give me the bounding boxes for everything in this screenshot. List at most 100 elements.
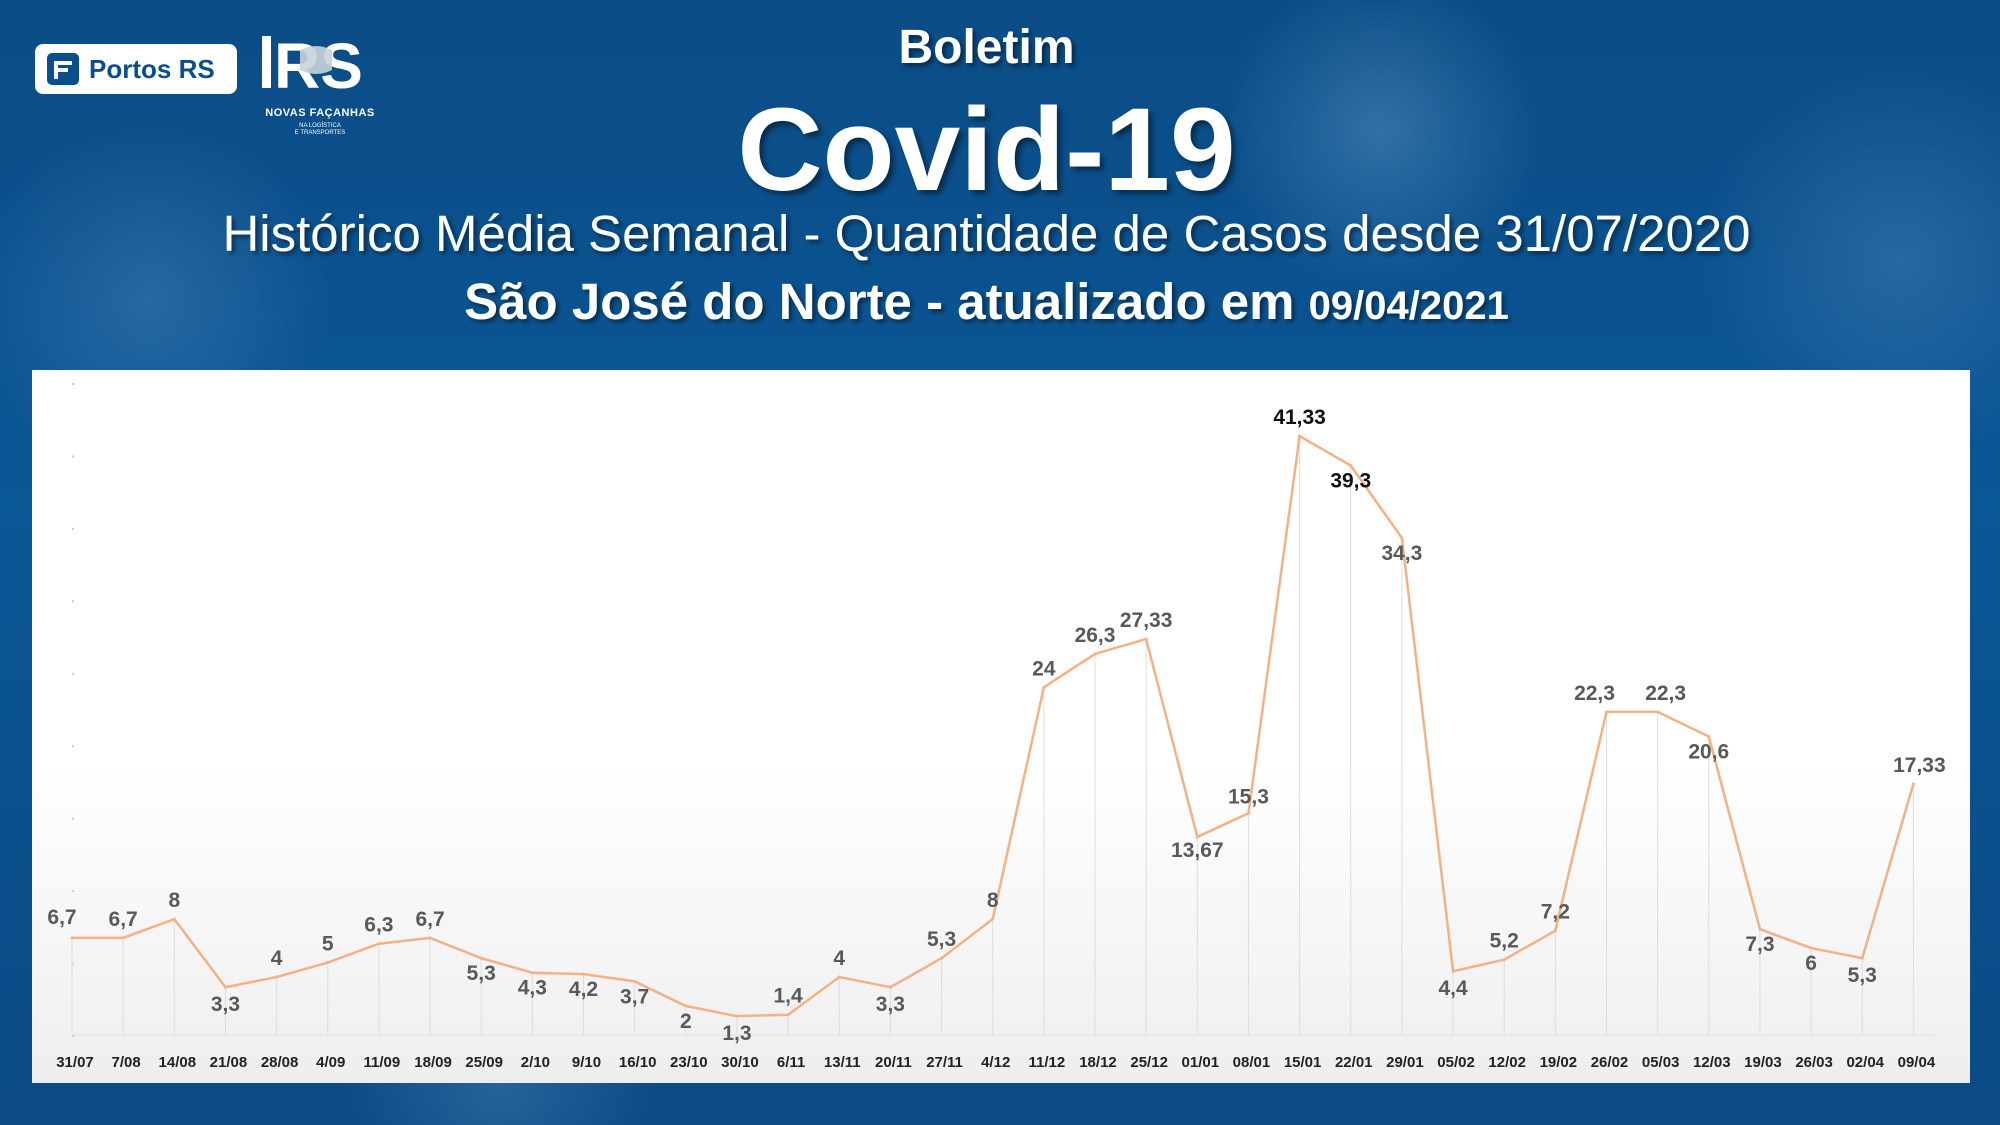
x-tick-label: 15/01 xyxy=(1284,1054,1322,1071)
data-point xyxy=(326,961,330,965)
data-label: 2 xyxy=(680,1010,692,1033)
data-label: 20,6 xyxy=(1688,741,1729,764)
data-label: 4 xyxy=(271,947,283,970)
x-tick-label: 26/02 xyxy=(1591,1054,1629,1071)
x-tick-label: 21/08 xyxy=(210,1054,248,1071)
data-point xyxy=(633,979,637,983)
data-point xyxy=(991,917,995,921)
data-label: 6,7 xyxy=(109,908,138,931)
data-label: 7,3 xyxy=(1745,933,1774,956)
data-point xyxy=(1758,927,1762,931)
x-tick-label: 14/08 xyxy=(159,1054,197,1071)
x-tick-label: 09/04 xyxy=(1898,1054,1936,1071)
x-tick-label: 7/08 xyxy=(112,1054,141,1071)
data-point xyxy=(940,956,944,960)
x-tick-label: 02/04 xyxy=(1846,1054,1884,1071)
rs-logo-mark: RS xyxy=(262,30,363,102)
x-tick-label: 08/01 xyxy=(1233,1054,1271,1071)
data-point xyxy=(1502,958,1506,962)
x-tick-label: 4/09 xyxy=(316,1054,345,1071)
data-point xyxy=(888,985,892,989)
x-tick-label: 16/10 xyxy=(619,1054,657,1071)
data-label: 5,3 xyxy=(467,962,496,985)
portos-rs-logo-text: Portos RS xyxy=(89,53,215,84)
data-label: 4 xyxy=(833,947,845,970)
x-tick-label: 26/03 xyxy=(1795,1054,1833,1071)
data-label: 8 xyxy=(987,889,999,912)
data-point xyxy=(1042,685,1046,689)
line-chart: 6,7 6,7 8 3,3 4 5 6,3 6,7 5,3 4,3 4,2 3,7 2 1,3 1,4 4 3,… xyxy=(47,383,1946,1071)
data-label: 4,4 xyxy=(1438,977,1468,1000)
data-point xyxy=(735,1014,739,1018)
x-tick-label: 6/11 xyxy=(777,1054,805,1071)
data-label: 6,7 xyxy=(415,908,444,931)
data-label: 5,3 xyxy=(1848,964,1877,987)
x-tick-label: 25/12 xyxy=(1130,1054,1168,1071)
x-tick-label: 18/09 xyxy=(414,1054,452,1071)
x-tick-label: 12/02 xyxy=(1488,1054,1526,1071)
data-point xyxy=(582,972,585,976)
x-tick-label: 11/12 xyxy=(1028,1054,1065,1071)
data-point xyxy=(1093,652,1097,656)
x-tick-label: 19/02 xyxy=(1540,1054,1578,1071)
data-point xyxy=(1195,835,1199,839)
updated-date: 09/04/2021 xyxy=(1308,284,1509,328)
data-point xyxy=(1144,637,1148,641)
data-point xyxy=(275,975,279,979)
data-point xyxy=(479,956,483,960)
x-tick-label: 2/10 xyxy=(521,1054,550,1071)
x-tick-label: 4/12 xyxy=(981,1054,1010,1071)
data-point xyxy=(428,936,432,940)
data-point xyxy=(1349,464,1353,468)
rs-logo-sub1: NA LOGÍSTICA xyxy=(299,123,341,129)
y-axis-tick xyxy=(72,890,74,893)
x-tick-label: 28/08 xyxy=(261,1054,299,1071)
x-tick-label: 18/12 xyxy=(1079,1054,1117,1071)
x-tick-label: 25/09 xyxy=(465,1054,503,1071)
y-axis-tick xyxy=(72,600,74,603)
portos-rs-icon xyxy=(47,53,79,85)
data-point xyxy=(223,985,227,989)
x-tick-label: 13/11 xyxy=(824,1054,861,1071)
data-point xyxy=(172,917,176,921)
x-tick-label: 11/09 xyxy=(364,1054,401,1071)
data-point xyxy=(837,975,841,979)
data-point xyxy=(1605,710,1608,714)
data-label: 5,2 xyxy=(1490,930,1519,953)
x-tick-label: 01/01 xyxy=(1182,1054,1220,1071)
data-label: 24 xyxy=(1032,657,1056,680)
rs-logo-sub2: E TRANSPORTES xyxy=(294,130,346,136)
data-point xyxy=(1809,946,1813,950)
bulletin-kicker: Boletim xyxy=(898,21,1075,74)
page-title: Covid-19 xyxy=(737,84,1236,216)
y-axis-tick xyxy=(72,962,74,965)
y-axis-tick xyxy=(72,817,74,820)
data-label: 5 xyxy=(322,933,334,956)
data-label: 5,3 xyxy=(927,928,956,951)
data-point xyxy=(1553,929,1557,933)
portos-rs-logo: Portos RS xyxy=(35,44,237,94)
data-point xyxy=(70,936,74,940)
y-axis-tick xyxy=(72,455,74,458)
data-label: 26,3 xyxy=(1075,624,1116,647)
data-point xyxy=(786,1013,790,1017)
data-point xyxy=(530,971,534,975)
x-tick-label: 29/01 xyxy=(1386,1054,1424,1071)
y-axis-tick xyxy=(72,1035,74,1037)
y-axis-tick xyxy=(72,672,74,675)
data-label: 3,3 xyxy=(211,993,240,1016)
data-label: 15,3 xyxy=(1228,785,1269,808)
chart-panel: 6,7 6,7 8 3,3 4 5 6,3 6,7 5,3 4,3 4,2 3,7 2 1,3 1,4 4 3,… xyxy=(32,370,1970,1083)
data-label: 27,33 xyxy=(1120,609,1173,632)
x-tick-label: 22/01 xyxy=(1335,1054,1373,1071)
x-tick-label: 20/11 xyxy=(875,1054,912,1071)
data-point xyxy=(1298,434,1302,438)
data-label: 7,2 xyxy=(1541,901,1570,924)
rs-novas-facanhas-logo: RS NOVAS FAÇANHAS NA LOGÍSTICA E TRANSPO… xyxy=(260,28,390,143)
x-tick-label: 12/03 xyxy=(1693,1054,1731,1071)
data-label: 6,3 xyxy=(364,914,393,937)
x-tick-label: 9/10 xyxy=(572,1054,601,1071)
data-point xyxy=(1707,735,1711,739)
data-label: 17,33 xyxy=(1893,754,1946,777)
data-label: 8 xyxy=(168,889,180,912)
